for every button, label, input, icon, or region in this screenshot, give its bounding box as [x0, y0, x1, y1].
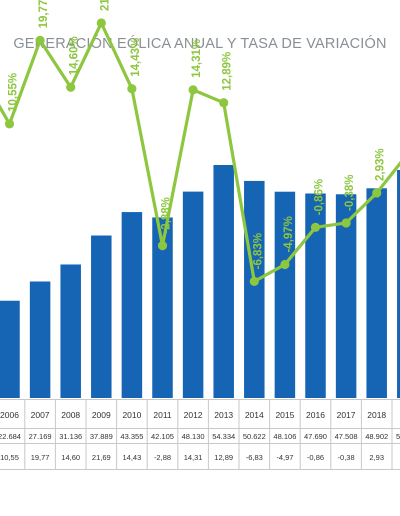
- bar: [0, 300, 20, 398]
- table-rate: -2,88: [154, 453, 171, 462]
- line-data-label: -4,97%: [283, 216, 295, 252]
- table-value: 27.169: [29, 432, 52, 441]
- table-value: 54.334: [212, 432, 235, 441]
- x-tick-label: 2012: [184, 410, 203, 420]
- table-rate: -6,83: [246, 453, 263, 462]
- line-data-label: -0,86%: [314, 179, 326, 215]
- x-tick-label: 2016: [306, 410, 325, 420]
- line-point: [249, 276, 259, 286]
- table-value: 48.130: [182, 432, 205, 441]
- line-data-label: -0,38%: [344, 175, 356, 211]
- line-point: [66, 82, 76, 92]
- bar: [335, 194, 357, 398]
- table-rate: -0,86: [307, 453, 324, 462]
- line-data-label: 19,77%: [38, 0, 50, 28]
- line-point: [157, 240, 168, 251]
- line-data-label: -2,88%: [161, 197, 173, 233]
- x-tick-label: 2013: [214, 410, 233, 420]
- bar: [29, 281, 51, 398]
- line-data-label: 14,31%: [191, 39, 203, 78]
- table-rate: -4,97: [276, 453, 293, 462]
- line-point: [4, 119, 15, 129]
- table-rate: 12,89: [214, 453, 233, 462]
- line-data-label: 21,69%: [99, 0, 111, 11]
- line-point: [310, 222, 321, 232]
- line-point: [127, 84, 137, 94]
- bar: [213, 165, 234, 398]
- line-point: [219, 98, 229, 108]
- table-value: 37.889: [90, 432, 113, 441]
- table-rate: 14,60: [61, 453, 80, 462]
- table-rate: 14,31: [184, 453, 203, 462]
- table-value: 42.105: [151, 432, 174, 441]
- line-point: [280, 259, 290, 270]
- x-tick-label: 2018: [367, 410, 386, 420]
- bar: [274, 191, 296, 398]
- chart-title: GENERACIÓN EÓLICA ANUAL Y TASA DE VARIAC…: [13, 36, 387, 52]
- bar: [152, 217, 173, 398]
- line-point: [372, 188, 382, 198]
- x-tick-label: 2011: [153, 410, 172, 420]
- x-tick-label: 2008: [61, 410, 80, 420]
- line-data-label: 10,55%: [8, 73, 20, 112]
- bar: [244, 180, 265, 398]
- x-tick-label: 2017: [337, 410, 356, 420]
- bar-partial-right: [397, 170, 400, 398]
- line-data-label: 14,43%: [130, 38, 142, 77]
- line-point: [341, 218, 351, 228]
- x-tick-label: 2014: [245, 410, 264, 420]
- x-tick-label: 2006: [0, 410, 19, 420]
- table-value: 50.622: [243, 432, 266, 441]
- table-value: 48.106: [273, 432, 296, 441]
- x-tick-label: 2007: [31, 410, 50, 420]
- table-value-partial: 5: [396, 432, 400, 441]
- line-point: [35, 35, 45, 45]
- table-value: 48.902: [365, 432, 388, 441]
- line-data-label: -6,83%: [252, 233, 264, 269]
- table-rate: 19,77: [31, 453, 50, 462]
- table-value: 43.355: [120, 432, 143, 441]
- line-point: [96, 18, 106, 28]
- x-tick-label: 2009: [92, 410, 111, 420]
- bar: [60, 264, 81, 398]
- line-data-label: 2,93%: [375, 148, 387, 181]
- line-data-label: 12,89%: [222, 52, 234, 91]
- table-rate: 10,55: [0, 453, 19, 462]
- table-value: 47.690: [304, 432, 327, 441]
- table-value: 22.684: [0, 432, 21, 441]
- table-rate: 2,93: [369, 453, 384, 462]
- bar: [182, 191, 204, 398]
- table-rate: 21,69: [92, 453, 111, 462]
- bar: [121, 212, 143, 398]
- x-tick-label: 2015: [275, 410, 294, 420]
- table-value: 31.136: [59, 432, 82, 441]
- bar: [366, 188, 387, 398]
- line-point: [188, 85, 198, 95]
- line-data-label: 14,60%: [69, 36, 81, 75]
- x-tick-label: 2010: [122, 410, 141, 420]
- table-rate: 14,43: [123, 453, 142, 462]
- bar: [305, 193, 326, 398]
- table-value: 47.508: [335, 432, 358, 441]
- table-rate: -0,38: [338, 453, 355, 462]
- bar: [91, 235, 112, 398]
